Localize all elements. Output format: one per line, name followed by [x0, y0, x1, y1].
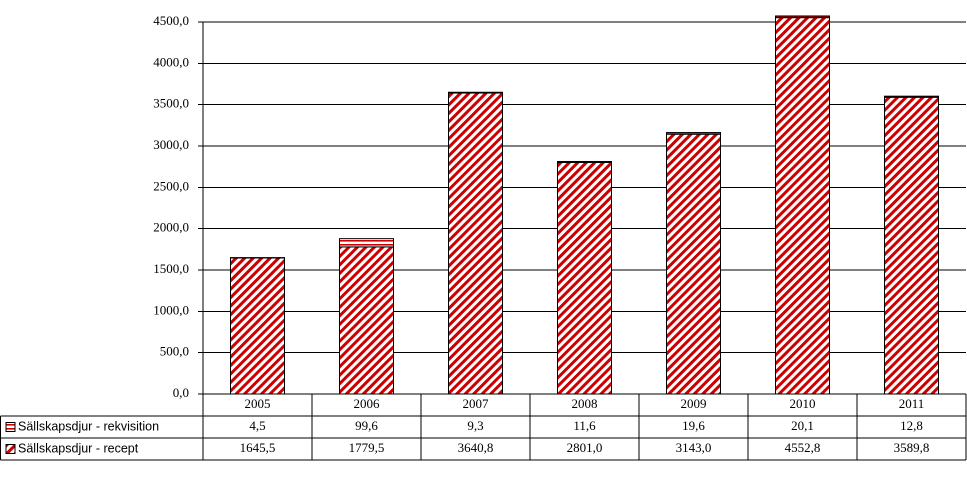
table-value: 3143,0 — [676, 440, 712, 455]
y-tick-label: 4000,0 — [153, 54, 189, 69]
bar-segment — [339, 246, 394, 395]
legend-swatch — [5, 444, 16, 454]
x-tick-label: 2007 — [463, 396, 490, 411]
bar-segment — [448, 91, 503, 94]
x-tick-label: 2010 — [790, 396, 816, 411]
bar-segment — [339, 238, 394, 248]
bar-segment — [557, 160, 612, 163]
table-value: 9,3 — [467, 418, 483, 433]
bar-segment — [557, 161, 612, 395]
y-tick-label: 500,0 — [160, 344, 189, 359]
legend-label: Sällskapsdjur - rekvisition — [18, 419, 159, 433]
table-value: 2801,0 — [567, 440, 603, 455]
table-value: 99,6 — [355, 418, 378, 433]
bar-segment — [775, 17, 830, 395]
x-tick-label: 2005 — [245, 396, 271, 411]
bar-segment — [666, 132, 721, 135]
table-value: 19,6 — [682, 418, 705, 433]
legend-swatch — [5, 422, 16, 432]
y-tick-label: 2000,0 — [153, 220, 189, 235]
y-tick-label: 3000,0 — [153, 137, 189, 152]
bar-segment — [448, 92, 503, 395]
y-tick-label: 2500,0 — [153, 178, 189, 193]
table-value: 1645,5 — [240, 440, 276, 455]
x-tick-label: 2006 — [354, 396, 381, 411]
bar-segment — [884, 95, 939, 98]
y-tick-label: 0,0 — [173, 385, 189, 400]
bar-segment — [666, 133, 721, 395]
y-tick-label: 4500,0 — [153, 13, 189, 28]
y-tick-label: 3500,0 — [153, 96, 189, 111]
table-value: 4,5 — [249, 418, 265, 433]
x-tick-label: 2008 — [572, 396, 598, 411]
table-value: 1779,5 — [349, 440, 385, 455]
table-value: 3589,8 — [894, 440, 930, 455]
table-value: 12,8 — [900, 418, 923, 433]
x-tick-label: 2011 — [899, 396, 925, 411]
bar-segment — [884, 96, 939, 395]
legend-label: Sällskapsdjur - recept — [18, 441, 139, 455]
table-value: 3640,8 — [458, 440, 494, 455]
bar-segment — [775, 15, 830, 19]
table-value: 4552,8 — [785, 440, 821, 455]
y-tick-label: 1500,0 — [153, 261, 189, 276]
y-tick-label: 1000,0 — [153, 302, 189, 317]
bar-segment — [230, 257, 285, 395]
table-value: 20,1 — [791, 418, 814, 433]
table-value: 11,6 — [573, 418, 596, 433]
x-tick-label: 2009 — [681, 396, 707, 411]
